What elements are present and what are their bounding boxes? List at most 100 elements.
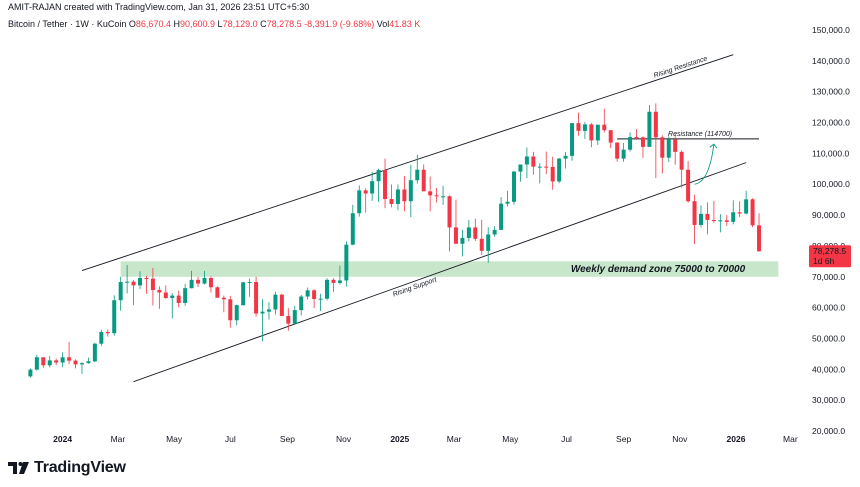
symbol-name[interactable]: Bitcoin / Tether · 1W · KuCoin	[8, 19, 127, 29]
candle[interactable]	[215, 286, 220, 298]
candle[interactable]	[67, 341, 72, 365]
candle[interactable]	[673, 133, 678, 165]
price-axis[interactable]: 20,000.0 30,000.0 40,000.0 50,000.0 60,000.0…	[812, 25, 850, 436]
candle[interactable]	[325, 278, 330, 301]
candle[interactable]	[524, 147, 529, 179]
candle[interactable]	[402, 175, 407, 212]
candle[interactable]	[660, 135, 665, 174]
candle[interactable]	[318, 293, 323, 312]
candle[interactable]	[234, 304, 239, 326]
candle[interactable]	[479, 219, 484, 255]
candle[interactable]	[640, 136, 645, 158]
candle[interactable]	[189, 270, 194, 289]
candle[interactable]	[408, 164, 413, 218]
candle[interactable]	[666, 136, 671, 163]
candle[interactable]	[286, 308, 291, 331]
candle[interactable]	[589, 123, 594, 148]
candle[interactable]	[499, 197, 504, 231]
candle[interactable]	[383, 158, 388, 209]
candle[interactable]	[698, 205, 703, 228]
candle[interactable]	[757, 213, 762, 252]
candle[interactable]	[473, 218, 478, 241]
candle[interactable]	[292, 305, 297, 325]
candle[interactable]	[486, 227, 491, 263]
candle[interactable]	[241, 281, 246, 306]
candle[interactable]	[428, 176, 433, 212]
candle[interactable]	[208, 276, 213, 293]
candle[interactable]	[196, 276, 201, 287]
candle[interactable]	[537, 163, 542, 184]
candle[interactable]	[570, 123, 575, 161]
candle[interactable]	[595, 124, 600, 146]
candle[interactable]	[279, 293, 284, 317]
candle[interactable]	[60, 352, 65, 368]
candle[interactable]	[737, 201, 742, 218]
candle[interactable]	[118, 276, 123, 311]
candle[interactable]	[686, 161, 691, 203]
candle[interactable]	[647, 104, 652, 147]
candle[interactable]	[41, 357, 46, 368]
candle[interactable]	[260, 299, 265, 342]
candle[interactable]	[544, 151, 549, 175]
candle[interactable]	[602, 108, 607, 133]
candle[interactable]	[621, 142, 626, 162]
candle[interactable]	[389, 184, 394, 208]
candle[interactable]	[99, 329, 104, 346]
candle[interactable]	[679, 150, 684, 188]
candle[interactable]	[724, 215, 729, 226]
candle[interactable]	[350, 204, 355, 246]
candle[interactable]	[421, 164, 426, 192]
candle[interactable]	[305, 287, 310, 300]
rising-resistance-line[interactable]	[81, 54, 734, 272]
candle[interactable]	[415, 154, 420, 184]
candle[interactable]	[163, 285, 168, 299]
candle[interactable]	[247, 278, 252, 297]
candle[interactable]	[582, 121, 587, 139]
candle[interactable]	[453, 199, 458, 244]
candle[interactable]	[86, 357, 91, 364]
candle[interactable]	[718, 214, 723, 233]
candle[interactable]	[744, 190, 749, 215]
candle[interactable]	[634, 129, 639, 140]
candle[interactable]	[518, 164, 523, 182]
candle[interactable]	[608, 129, 613, 149]
candle[interactable]	[79, 362, 84, 374]
candle[interactable]	[112, 295, 117, 336]
candle[interactable]	[312, 289, 317, 309]
candle[interactable]	[531, 151, 536, 175]
candle[interactable]	[370, 171, 375, 201]
candle[interactable]	[125, 265, 130, 294]
candle[interactable]	[576, 112, 581, 136]
candle[interactable]	[138, 271, 143, 290]
candle[interactable]	[492, 226, 497, 237]
candle[interactable]	[157, 286, 162, 309]
candle[interactable]	[202, 270, 207, 285]
candle[interactable]	[711, 200, 716, 223]
candle[interactable]	[357, 185, 362, 217]
candle[interactable]	[505, 190, 510, 207]
candle[interactable]	[176, 290, 181, 308]
candle[interactable]	[511, 170, 516, 205]
candle[interactable]	[105, 329, 110, 337]
candle[interactable]	[344, 241, 349, 287]
candle[interactable]	[92, 342, 97, 363]
candle[interactable]	[705, 202, 710, 235]
candle[interactable]	[266, 302, 271, 320]
candle[interactable]	[460, 229, 465, 257]
candle[interactable]	[28, 368, 33, 378]
candle[interactable]	[434, 187, 439, 203]
candle[interactable]	[615, 142, 620, 162]
candle[interactable]	[54, 358, 59, 365]
candle[interactable]	[395, 184, 400, 211]
candle[interactable]	[750, 198, 755, 228]
candle[interactable]	[731, 200, 736, 225]
rising-support-line[interactable]	[133, 162, 747, 383]
candle[interactable]	[376, 168, 381, 202]
candle[interactable]	[563, 151, 568, 169]
candle[interactable]	[131, 280, 136, 306]
candle[interactable]	[441, 185, 446, 205]
candle[interactable]	[363, 188, 368, 213]
tradingview-logo[interactable]: TradingView	[8, 459, 126, 477]
candle[interactable]	[337, 265, 342, 285]
